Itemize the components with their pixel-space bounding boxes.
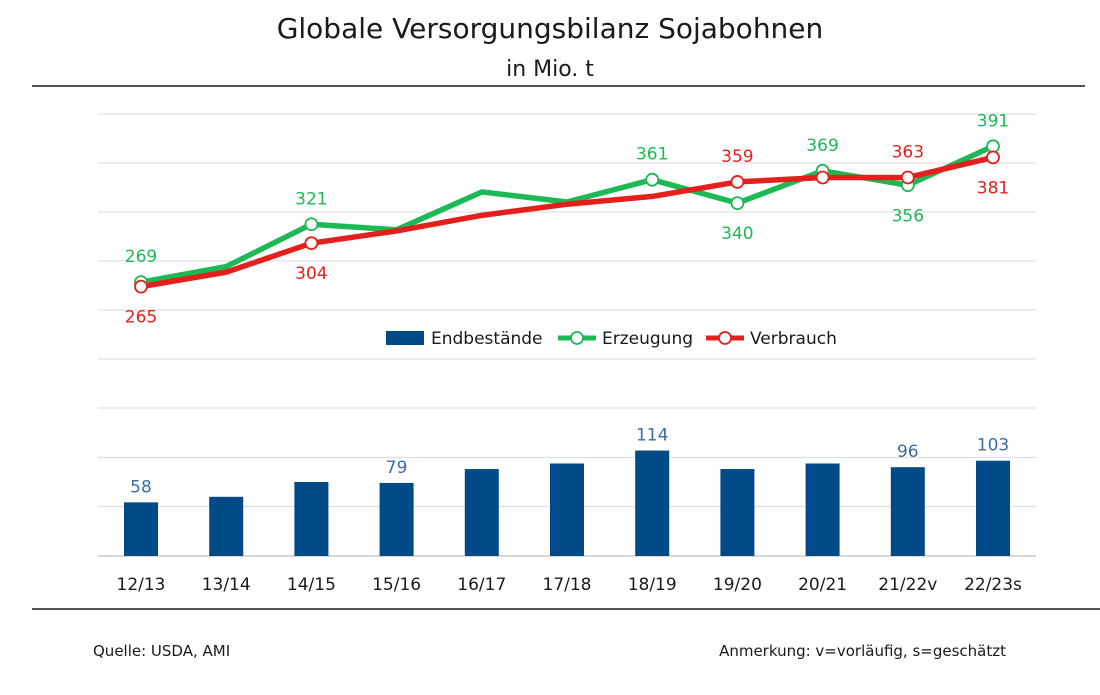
line-data-label: 361	[636, 145, 668, 165]
x-tick-label: 21/22v	[878, 575, 937, 595]
bar-endbestaende	[124, 502, 158, 556]
marker-erzeugung	[986, 139, 1000, 154]
bar-data-label: 114	[636, 426, 668, 446]
marker-erzeugung	[304, 217, 319, 232]
x-tick-label: 19/20	[713, 575, 762, 595]
marker-verbrauch	[304, 236, 319, 251]
x-tick-label: 18/19	[628, 575, 677, 595]
bar-endbestaende	[379, 482, 414, 556]
bar-data-label: 79	[386, 458, 408, 478]
x-tick-label: 16/17	[457, 575, 506, 595]
bar-series-endbestaende	[124, 450, 1010, 556]
x-tick-label: 22/23s	[964, 575, 1022, 595]
bar-endbestaende	[550, 463, 584, 556]
x-tick-label: 12/13	[117, 575, 166, 595]
x-axis-ticks: 12/13 13/14 14/15 15/16 16/17 17/18 18/19 19/20…	[117, 575, 1023, 595]
x-tick-label: 20/21	[798, 575, 847, 595]
gridlines	[98, 113, 1036, 557]
line-series	[134, 139, 1000, 294]
bar-endbestaende	[890, 467, 925, 556]
marker-verbrauch	[900, 170, 915, 185]
legend-marker-erzeugung	[570, 331, 584, 345]
x-tick-label: 15/16	[372, 575, 421, 595]
data-labels: 58 79 114 96 103 269 321 361 340 369 356 391 265 304 3…	[125, 111, 1009, 497]
line-data-label: 391	[977, 111, 1009, 131]
marker-verbrauch	[730, 175, 745, 189]
bar-data-label: 103	[977, 436, 1009, 456]
chart-subtitle: in Mio. t	[506, 57, 594, 82]
x-tick-label: 13/14	[202, 575, 251, 595]
line-data-label: 265	[125, 308, 157, 328]
line-data-label: 269	[125, 247, 157, 267]
marker-verbrauch	[134, 279, 148, 294]
bar-endbestaende	[294, 482, 329, 556]
line-data-label: 356	[892, 206, 924, 226]
bar-data-label: 58	[130, 477, 152, 497]
marker-erzeugung	[645, 172, 660, 187]
bar-endbestaende	[464, 469, 499, 556]
marker-erzeugung	[730, 196, 745, 210]
legend: Endbestände Erzeugung Verbrauch	[386, 329, 837, 349]
source-note: Quelle: USDA, AMI	[93, 642, 230, 660]
line-data-label: 321	[295, 189, 327, 209]
line-data-label: 381	[977, 178, 1009, 198]
line-data-label: 304	[295, 264, 327, 284]
bar-endbestaende	[805, 463, 840, 556]
bar-endbestaende	[720, 469, 755, 556]
line-verbrauch	[138, 154, 996, 290]
line-data-label: 340	[721, 224, 753, 244]
marker-verbrauch	[815, 170, 830, 185]
x-tick-label: 17/18	[543, 575, 592, 595]
legend-marker-verbrauch	[718, 331, 732, 345]
legend-label-verbrauch: Verbrauch	[750, 329, 837, 349]
legend-label-endbestaende: Endbestände	[431, 329, 543, 349]
bar-endbestaende	[976, 460, 1010, 556]
line-data-label: 363	[892, 142, 924, 162]
bar-endbestaende	[209, 496, 244, 556]
line-data-label: 369	[806, 136, 838, 156]
footnote: Anmerkung: v=vorläufig, s=geschätzt	[719, 642, 1006, 660]
line-data-label: 359	[721, 147, 753, 167]
marker-verbrauch	[986, 150, 1000, 165]
bar-data-label: 96	[897, 442, 919, 462]
legend-label-erzeugung: Erzeugung	[602, 329, 693, 349]
line-erzeugung	[138, 143, 996, 285]
bar-endbestaende	[635, 450, 670, 556]
chart-title: Globale Versorgungsbilanz Sojabohnen	[277, 12, 824, 45]
x-tick-label: 14/15	[287, 575, 336, 595]
legend-swatch-endbestaende	[386, 331, 424, 345]
